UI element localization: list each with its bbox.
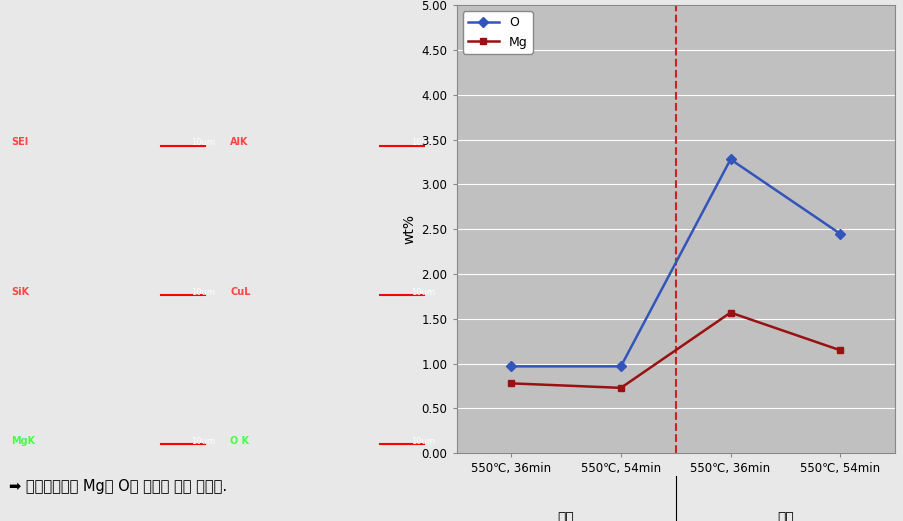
O — [833, 231, 844, 237]
Text: 10um: 10um — [191, 138, 215, 147]
Text: O K: O K — [230, 436, 249, 446]
Legend: O, Mg: O, Mg — [462, 11, 532, 54]
Text: SEI: SEI — [11, 137, 28, 147]
Text: 심부: 심부 — [557, 512, 574, 521]
Text: 10um: 10um — [410, 138, 434, 147]
O — [615, 363, 626, 369]
Text: 10um: 10um — [191, 288, 215, 296]
Text: 10um: 10um — [191, 437, 215, 446]
Text: ➡ 표면기공부에 Mg과 O의 함량이 높게 나타남.: ➡ 표면기공부에 Mg과 O의 함량이 높게 나타남. — [9, 479, 227, 494]
Text: CuL: CuL — [230, 287, 250, 296]
Line: O: O — [507, 156, 842, 370]
Mg — [506, 380, 517, 387]
Mg — [833, 347, 844, 353]
Text: SiK: SiK — [11, 287, 29, 296]
Text: 표면: 표면 — [776, 512, 793, 521]
O — [724, 156, 735, 163]
Text: 10um: 10um — [410, 437, 434, 446]
Y-axis label: wt%: wt% — [402, 214, 415, 244]
Line: Mg: Mg — [507, 309, 842, 391]
Mg — [615, 384, 626, 391]
Text: MgK: MgK — [11, 436, 35, 446]
Text: 10um: 10um — [410, 288, 434, 296]
O — [506, 363, 517, 369]
Mg — [724, 309, 735, 316]
Text: AlK: AlK — [230, 137, 248, 147]
